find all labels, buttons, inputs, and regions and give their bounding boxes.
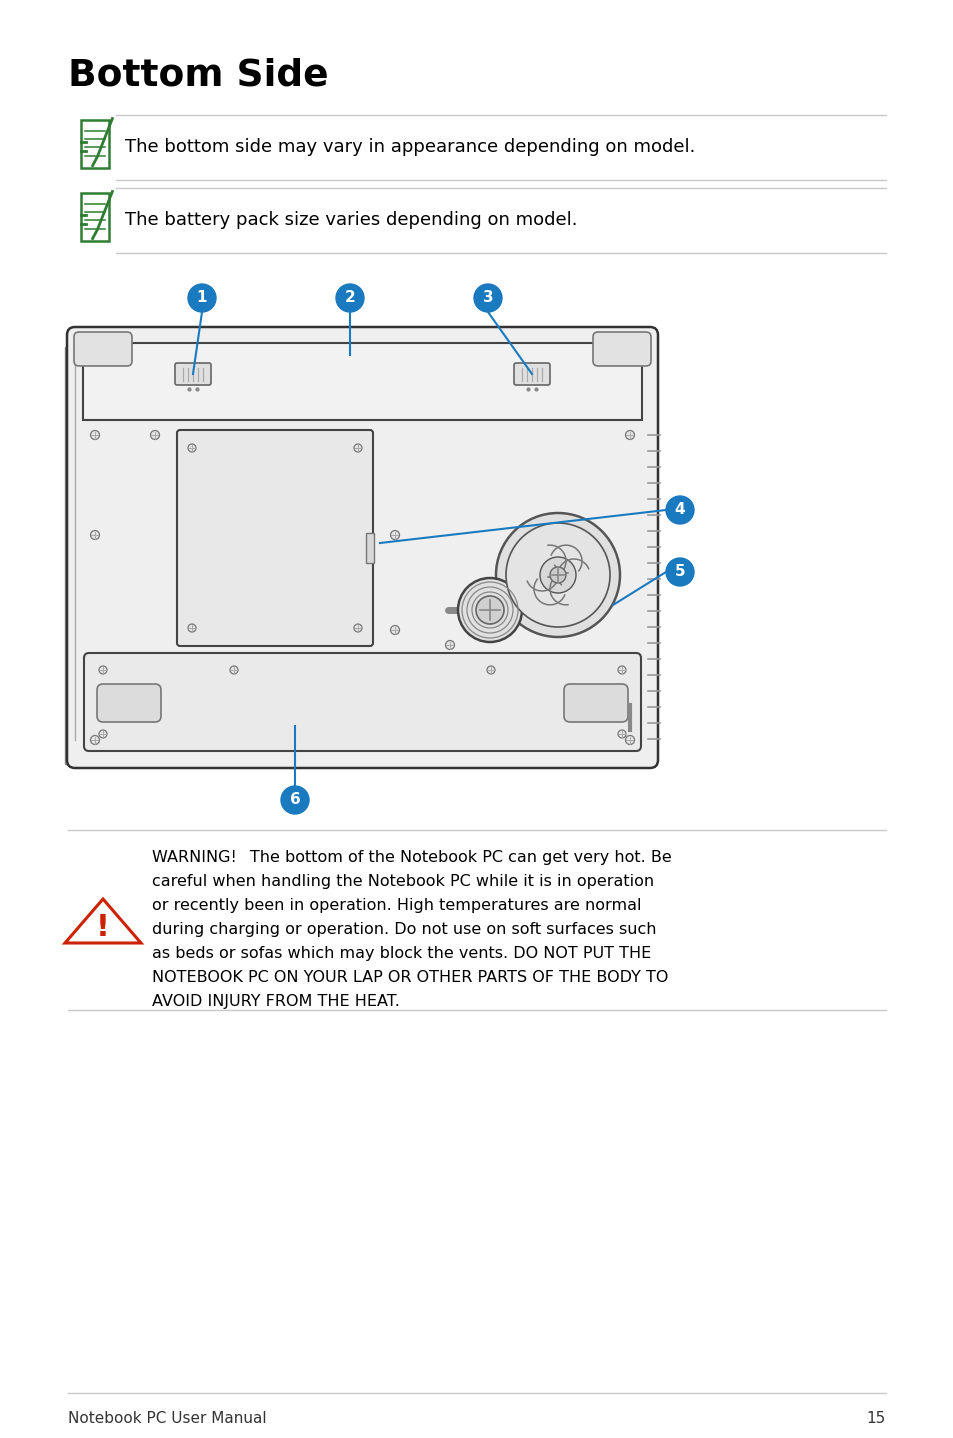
FancyBboxPatch shape: [177, 430, 373, 646]
Circle shape: [91, 531, 99, 539]
FancyBboxPatch shape: [514, 362, 550, 385]
Circle shape: [354, 444, 361, 452]
Circle shape: [445, 640, 454, 650]
Bar: [65, 347, 77, 764]
Circle shape: [99, 731, 107, 738]
Text: 15: 15: [866, 1411, 885, 1426]
Circle shape: [188, 283, 215, 312]
Text: 2: 2: [344, 290, 355, 305]
Text: 6: 6: [290, 792, 300, 808]
Circle shape: [539, 557, 576, 592]
Circle shape: [281, 787, 309, 814]
Circle shape: [188, 444, 195, 452]
Circle shape: [188, 624, 195, 631]
Text: WARNING!  The bottom of the Notebook PC can get very hot. Be: WARNING! The bottom of the Notebook PC c…: [152, 850, 671, 866]
Text: !: !: [96, 913, 110, 942]
Circle shape: [457, 578, 521, 641]
FancyBboxPatch shape: [563, 684, 627, 722]
FancyBboxPatch shape: [80, 119, 110, 168]
Circle shape: [99, 666, 107, 674]
Text: or recently been in operation. High temperatures are normal: or recently been in operation. High temp…: [152, 897, 640, 913]
Text: Notebook PC User Manual: Notebook PC User Manual: [68, 1411, 266, 1426]
Text: 5: 5: [674, 565, 684, 580]
Text: 4: 4: [674, 502, 684, 518]
Circle shape: [618, 731, 625, 738]
Text: NOTEBOOK PC ON YOUR LAP OR OTHER PARTS OF THE BODY TO: NOTEBOOK PC ON YOUR LAP OR OTHER PARTS O…: [152, 971, 668, 985]
FancyBboxPatch shape: [74, 332, 132, 367]
Text: 3: 3: [482, 290, 493, 305]
Circle shape: [665, 558, 693, 587]
Circle shape: [354, 624, 361, 631]
Circle shape: [151, 430, 159, 440]
Circle shape: [91, 735, 99, 745]
Circle shape: [335, 283, 364, 312]
Text: The battery pack size varies depending on model.: The battery pack size varies depending o…: [125, 211, 577, 229]
FancyBboxPatch shape: [67, 326, 658, 768]
Circle shape: [618, 666, 625, 674]
Bar: [366, 533, 374, 564]
Circle shape: [665, 496, 693, 523]
FancyBboxPatch shape: [83, 344, 641, 420]
Text: 1: 1: [196, 290, 207, 305]
Circle shape: [390, 531, 399, 539]
Circle shape: [625, 430, 634, 440]
FancyBboxPatch shape: [174, 362, 211, 385]
Circle shape: [91, 430, 99, 440]
Circle shape: [230, 666, 237, 674]
Text: Bottom Side: Bottom Side: [68, 58, 328, 93]
Text: during charging or operation. Do not use on soft surfaces such: during charging or operation. Do not use…: [152, 922, 656, 938]
Circle shape: [486, 666, 495, 674]
Text: AVOID INJURY FROM THE HEAT.: AVOID INJURY FROM THE HEAT.: [152, 994, 399, 1009]
Circle shape: [505, 523, 609, 627]
FancyBboxPatch shape: [97, 684, 161, 722]
Circle shape: [390, 626, 399, 634]
Polygon shape: [65, 899, 141, 943]
Text: careful when handling the Notebook PC while it is in operation: careful when handling the Notebook PC wh…: [152, 874, 654, 889]
FancyBboxPatch shape: [84, 653, 640, 751]
Text: The bottom side may vary in appearance depending on model.: The bottom side may vary in appearance d…: [125, 138, 695, 155]
Circle shape: [496, 513, 619, 637]
Circle shape: [625, 735, 634, 745]
FancyBboxPatch shape: [593, 332, 650, 367]
FancyBboxPatch shape: [80, 193, 110, 242]
Circle shape: [474, 283, 501, 312]
Circle shape: [550, 567, 565, 582]
Text: as beds or sofas which may block the vents. DO NOT PUT THE: as beds or sofas which may block the ven…: [152, 946, 651, 961]
Circle shape: [476, 595, 503, 624]
